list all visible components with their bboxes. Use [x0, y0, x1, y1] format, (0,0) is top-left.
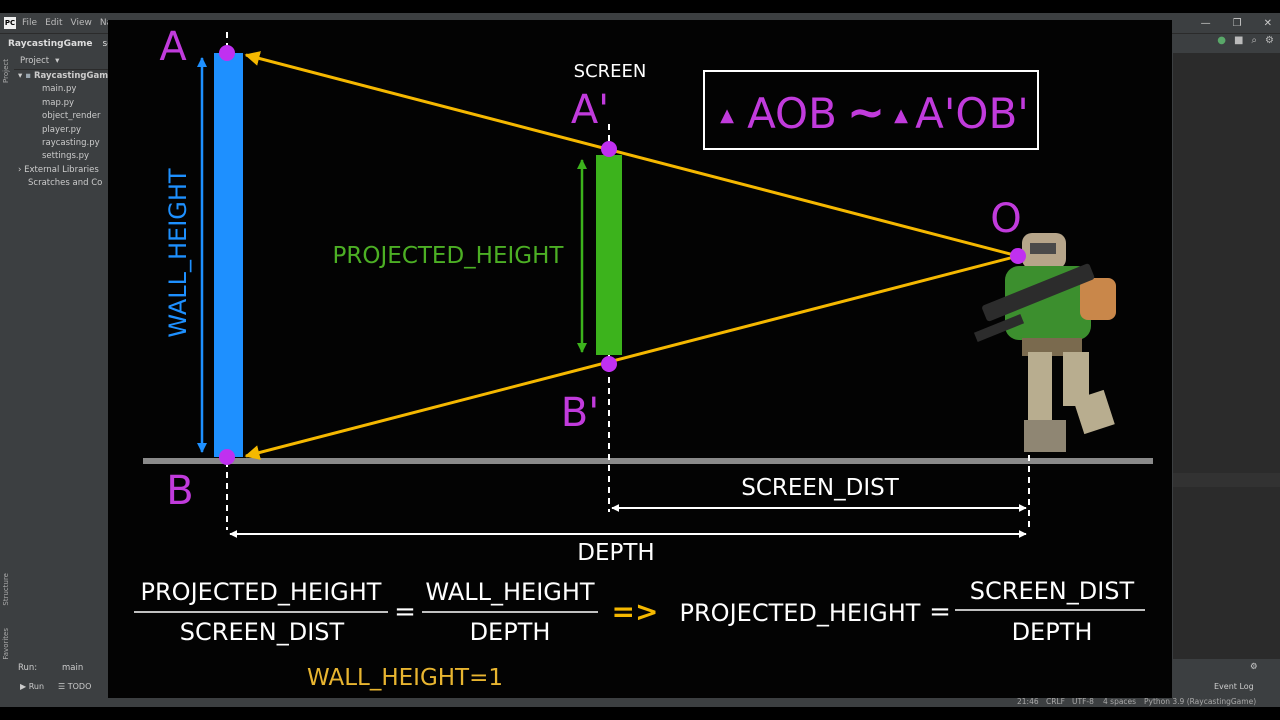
screen-dist-label: SCREEN_DIST — [741, 475, 900, 501]
run-icon[interactable]: ● — [1217, 35, 1226, 46]
implies-arrow: => — [612, 595, 659, 628]
label-b: B — [166, 468, 193, 514]
run-tab-label: Run — [28, 682, 45, 691]
chevron-down-icon[interactable]: ▾ — [55, 56, 60, 66]
gear-icon[interactable]: ⚙ — [1265, 35, 1274, 46]
formula-mid-denominator: DEPTH — [470, 618, 551, 646]
toolbar-icons: ● ■ ⌕ ⚙ — [1217, 35, 1274, 46]
tree-file-map[interactable]: map.py — [42, 97, 75, 108]
similarity-box — [703, 70, 1039, 150]
structure-tool-tab[interactable]: Structure — [2, 573, 10, 606]
triangle-icon: ▲ — [720, 105, 734, 126]
tree-file-raycasting[interactable]: raycasting.py — [42, 137, 100, 148]
ray-top — [244, 51, 1019, 258]
formula-lhs-denominator: SCREEN_DIST — [180, 618, 345, 646]
status-line-ending[interactable]: CRLF — [1046, 697, 1065, 706]
tree-external-libraries[interactable]: › External Libraries — [18, 164, 99, 175]
current-line-highlight — [1173, 473, 1280, 487]
screen-bar — [596, 155, 622, 355]
menu-view[interactable]: View — [70, 18, 92, 28]
formula-lhs-numerator: PROJECTED_HEIGHT — [141, 578, 382, 606]
project-tree: ▾ ▪ RaycastingGame main.py map.py object… — [14, 70, 108, 191]
label-a: A — [159, 24, 187, 70]
run-config-tab[interactable]: main — [62, 663, 84, 673]
status-interpreter[interactable]: Python 3.9 (RaycastingGame) — [1144, 697, 1257, 706]
project-header-label: Project — [20, 56, 50, 66]
formula-equals-1: = — [394, 597, 416, 627]
triangle-icon: ▲ — [894, 105, 908, 126]
formula-rhs-numerator: SCREEN_DIST — [970, 577, 1135, 605]
diagram-video-frame: A B A' B' O SCREEN WALL_HEIGHT PROJECTED… — [108, 20, 1172, 698]
depth-label: DEPTH — [577, 540, 654, 566]
search-icon[interactable]: ⌕ — [1251, 35, 1258, 46]
label-o: O — [990, 196, 1021, 242]
project-tool-tab[interactable]: Project — [2, 59, 10, 83]
status-encoding[interactable]: UTF-8 — [1072, 697, 1094, 706]
stop-icon[interactable]: ■ — [1233, 35, 1244, 46]
wall-height-note: WALL_HEIGHT=1 — [307, 665, 503, 691]
window-controls: — ❐ ✕ — [1201, 13, 1272, 33]
triangle-aob: AOB — [747, 89, 837, 138]
tree-file-settings[interactable]: settings.py — [42, 151, 90, 162]
tree-file-main[interactable]: main.py — [42, 84, 77, 95]
restore-button[interactable]: ❐ — [1232, 17, 1242, 29]
close-button[interactable]: ✕ — [1263, 17, 1272, 29]
run-tab[interactable]: ▶ Run — [20, 682, 45, 691]
favorites-tool-tab[interactable]: Favorites — [2, 628, 10, 660]
todo-tab-label: TODO — [67, 682, 92, 691]
tree-root[interactable]: ▾ ▪ RaycastingGame — [14, 70, 108, 83]
event-log-tab[interactable]: Event Log — [1214, 682, 1254, 691]
point-a — [219, 45, 235, 61]
similar-symbol: ~ — [847, 85, 886, 139]
tree-root-label: RaycastingGame — [33, 71, 108, 81]
point-a-prime — [601, 141, 617, 157]
formula-mid-numerator: WALL_HEIGHT — [425, 578, 595, 606]
projected-height-label: PROJECTED_HEIGHT — [333, 243, 565, 269]
editor-area[interactable] — [1172, 53, 1280, 659]
screen-label: SCREEN — [574, 61, 647, 82]
doomguy-sprite — [973, 233, 1116, 452]
project-panel-header[interactable]: Project ▾ — [14, 53, 108, 70]
tree-file-object-render[interactable]: object_render — [42, 111, 101, 122]
left-tool-strip: Project Structure Favorites — [0, 53, 14, 673]
ray-bottom — [244, 254, 1019, 460]
breadcrumb-project[interactable]: RaycastingGame — [8, 39, 93, 49]
triangle-a-prime-o-b-prime: A'OB' — [915, 89, 1029, 138]
formula-rhs-denominator: DEPTH — [1012, 618, 1093, 646]
external-libraries-label: External Libraries — [24, 164, 99, 175]
run-label: Run: — [18, 663, 38, 673]
pycharm-logo-icon: PC — [4, 17, 16, 29]
status-indent[interactable]: 4 spaces — [1103, 697, 1137, 706]
folder-icon: ▪ — [25, 71, 31, 81]
menu-file[interactable]: File — [22, 18, 38, 28]
formula-rhs-variable: PROJECTED_HEIGHT — [680, 599, 921, 627]
wall-height-label: WALL_HEIGHT — [164, 168, 192, 338]
point-o — [1010, 248, 1026, 264]
wall-bar — [214, 53, 243, 457]
status-bar: 21:46 CRLF UTF-8 4 spaces Python 3.9 (Ra… — [0, 697, 1280, 707]
project-panel: Project ▾ ▾ ▪ RaycastingGame main.py map… — [14, 53, 108, 673]
point-b — [219, 449, 235, 465]
todo-tab[interactable]: ☰ TODO — [58, 682, 92, 691]
menu-edit[interactable]: Edit — [45, 18, 63, 28]
minimize-button[interactable]: — — [1200, 17, 1211, 29]
tree-file-player[interactable]: player.py — [42, 124, 82, 135]
label-b-prime: B' — [561, 390, 599, 436]
formula-equals-2: = — [929, 597, 951, 627]
similar-triangles-diagram: A B A' B' O SCREEN WALL_HEIGHT PROJECTED… — [134, 24, 1153, 691]
point-b-prime — [601, 356, 617, 372]
label-a-prime: A' — [571, 87, 609, 133]
settings-gear-icon[interactable]: ⚙ — [1250, 662, 1258, 672]
status-time[interactable]: 21:46 — [1017, 697, 1039, 706]
tree-scratches[interactable]: Scratches and Co — [28, 178, 103, 189]
